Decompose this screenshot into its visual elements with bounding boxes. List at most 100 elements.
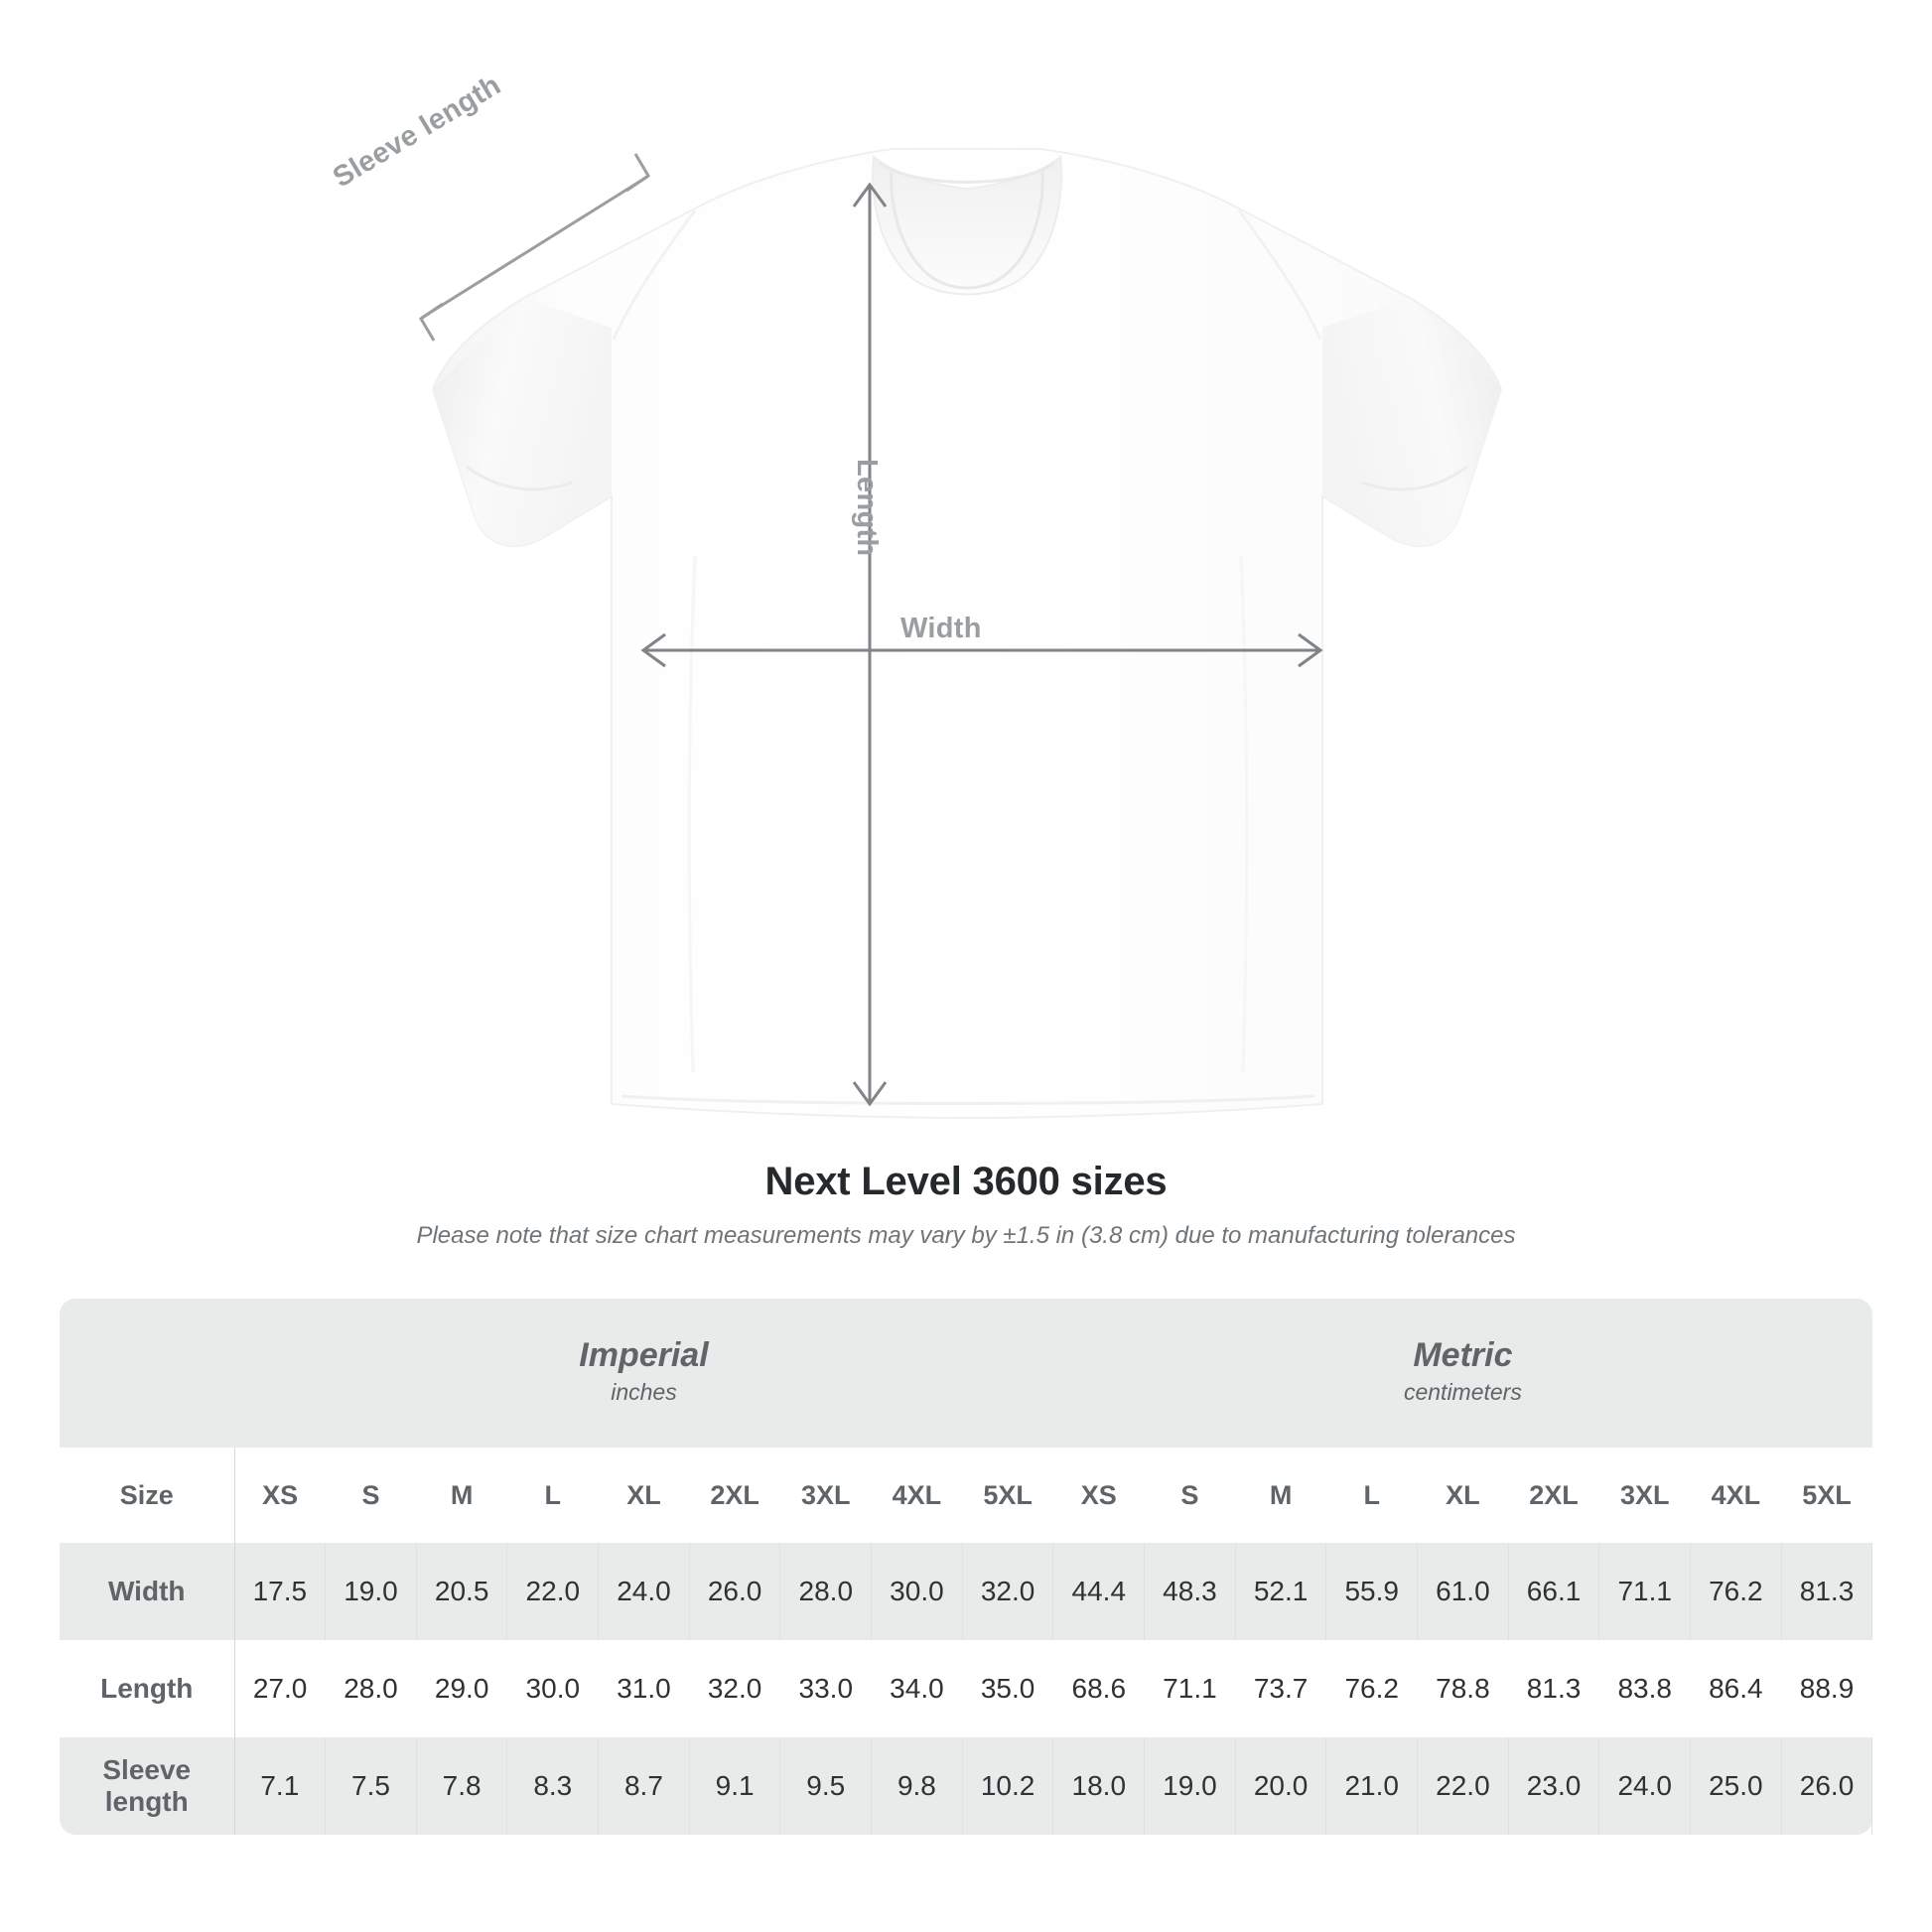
cell-width-metric-4: 61.0 <box>1417 1543 1509 1640</box>
cell-length-imperial-8: 35.0 <box>962 1640 1053 1737</box>
cell-width-imperial-7: 30.0 <box>871 1543 963 1640</box>
cell-width-metric-8: 81.3 <box>1781 1543 1873 1640</box>
size-header-metric-6: 3XL <box>1598 1448 1691 1543</box>
cell-sleeve-imperial-5: 9.1 <box>689 1737 781 1835</box>
garment-illustration: Sleeve length Length Width <box>328 69 1503 1120</box>
size-header-imperial-2: M <box>416 1448 507 1543</box>
heading-block: Next Level 3600 sizes Please note that s… <box>0 1160 1932 1250</box>
cell-sleeve-metric-3: 21.0 <box>1325 1737 1419 1835</box>
cell-length-imperial-1: 28.0 <box>325 1640 417 1737</box>
size-header-metric-4: XL <box>1417 1448 1509 1543</box>
cell-width-imperial-3: 22.0 <box>506 1543 600 1640</box>
cell-sleeve-metric-1: 19.0 <box>1144 1737 1236 1835</box>
cell-length-metric-5: 81.3 <box>1508 1640 1599 1737</box>
cell-width-imperial-2: 20.5 <box>416 1543 508 1640</box>
cell-sleeve-imperial-8: 10.2 <box>962 1737 1054 1835</box>
unit-cell-metric: Metric centimeters <box>1052 1299 1872 1448</box>
tshirt-graphic <box>418 148 1503 1120</box>
table-row: Length 27.0 28.0 29.0 30.0 31.0 32.0 33.… <box>60 1640 1872 1737</box>
cell-sleeve-imperial-6: 9.5 <box>779 1737 873 1835</box>
cell-width-metric-1: 48.3 <box>1144 1543 1236 1640</box>
unit-corner-cell <box>60 1299 234 1448</box>
cell-length-imperial-4: 31.0 <box>598 1640 690 1737</box>
cell-width-metric-3: 55.9 <box>1325 1543 1419 1640</box>
cell-length-imperial-6: 33.0 <box>779 1640 872 1737</box>
size-header-imperial-5: 2XL <box>689 1448 780 1543</box>
width-measure-line <box>640 632 1323 668</box>
size-header-imperial-1: S <box>325 1448 417 1543</box>
cell-width-imperial-0: 17.5 <box>234 1543 327 1640</box>
size-header-imperial-3: L <box>506 1448 599 1543</box>
cell-sleeve-metric-6: 24.0 <box>1598 1737 1692 1835</box>
cell-width-imperial-8: 32.0 <box>962 1543 1054 1640</box>
cell-width-imperial-6: 28.0 <box>779 1543 873 1640</box>
cell-length-imperial-5: 32.0 <box>689 1640 780 1737</box>
size-header-imperial-4: XL <box>598 1448 690 1543</box>
size-header-imperial-7: 4XL <box>871 1448 963 1543</box>
cell-width-imperial-1: 19.0 <box>325 1543 417 1640</box>
unit-name-imperial: Imperial <box>579 1336 709 1375</box>
size-header-label: Size <box>60 1448 235 1543</box>
size-header-imperial-8: 5XL <box>962 1448 1053 1543</box>
cell-width-metric-6: 71.1 <box>1598 1543 1692 1640</box>
table-row: Width 17.5 19.0 20.5 22.0 24.0 26.0 28.0… <box>60 1543 1873 1640</box>
cell-sleeve-imperial-3: 8.3 <box>506 1737 600 1835</box>
cell-width-metric-2: 52.1 <box>1235 1543 1327 1640</box>
cell-sleeve-imperial-1: 7.5 <box>325 1737 417 1835</box>
size-header-metric-0: XS <box>1052 1448 1145 1543</box>
size-header-row: Size XS S M L XL 2XL 3XL 4XL 5XL XS S M … <box>60 1448 1872 1543</box>
size-header-metric-1: S <box>1144 1448 1236 1543</box>
size-header-metric-5: 2XL <box>1508 1448 1599 1543</box>
table-row: Sleeve length 7.1 7.5 7.8 8.3 8.7 9.1 9.… <box>60 1737 1873 1835</box>
size-header-metric-7: 4XL <box>1690 1448 1782 1543</box>
unit-name-metric: Metric <box>1413 1336 1513 1375</box>
cell-sleeve-metric-8: 26.0 <box>1781 1737 1873 1835</box>
cell-width-imperial-4: 24.0 <box>598 1543 690 1640</box>
size-header-metric-2: M <box>1235 1448 1326 1543</box>
tolerance-note: Please note that size chart measurements… <box>416 1222 1516 1249</box>
size-header-imperial-0: XS <box>234 1448 326 1543</box>
size-header-metric-3: L <box>1325 1448 1418 1543</box>
cell-width-metric-0: 44.4 <box>1052 1543 1146 1640</box>
cell-sleeve-imperial-4: 8.7 <box>598 1737 690 1835</box>
row-label-sleeve-length: Sleeve length <box>60 1737 235 1835</box>
cell-length-metric-4: 78.8 <box>1417 1640 1509 1737</box>
sleeve-length-measure-line <box>418 153 651 342</box>
cell-sleeve-metric-0: 18.0 <box>1052 1737 1146 1835</box>
cell-width-metric-7: 76.2 <box>1690 1543 1782 1640</box>
cell-length-imperial-2: 29.0 <box>416 1640 507 1737</box>
cell-length-metric-7: 86.4 <box>1690 1640 1782 1737</box>
cell-sleeve-metric-7: 25.0 <box>1690 1737 1782 1835</box>
cell-sleeve-metric-2: 20.0 <box>1235 1737 1327 1835</box>
cell-length-metric-3: 76.2 <box>1325 1640 1418 1737</box>
cell-length-imperial-0: 27.0 <box>234 1640 326 1737</box>
size-table: Imperial inches Metric centimeters Size … <box>60 1299 1873 1835</box>
unit-header-row: Imperial inches Metric centimeters <box>60 1299 1872 1448</box>
cell-width-metric-5: 66.1 <box>1508 1543 1600 1640</box>
cell-length-metric-1: 71.1 <box>1144 1640 1236 1737</box>
cell-length-metric-6: 83.8 <box>1598 1640 1691 1737</box>
cell-length-metric-2: 73.7 <box>1235 1640 1326 1737</box>
size-header-imperial-6: 3XL <box>779 1448 872 1543</box>
row-label-length: Length <box>60 1640 235 1737</box>
cell-sleeve-metric-5: 23.0 <box>1508 1737 1600 1835</box>
length-annotation: Length <box>851 459 883 557</box>
unit-sub-metric: centimeters <box>1403 1379 1522 1406</box>
cell-length-imperial-7: 34.0 <box>871 1640 963 1737</box>
cell-length-metric-0: 68.6 <box>1052 1640 1145 1737</box>
cell-sleeve-metric-4: 22.0 <box>1417 1737 1509 1835</box>
unit-cell-imperial: Imperial inches <box>234 1299 1053 1448</box>
cell-sleeve-imperial-7: 9.8 <box>871 1737 963 1835</box>
cell-length-metric-8: 88.9 <box>1781 1640 1872 1737</box>
cell-sleeve-imperial-2: 7.8 <box>416 1737 508 1835</box>
unit-sub-imperial: inches <box>611 1379 677 1406</box>
size-header-metric-8: 5XL <box>1781 1448 1872 1543</box>
cell-length-imperial-3: 30.0 <box>506 1640 599 1737</box>
cell-width-imperial-5: 26.0 <box>689 1543 781 1640</box>
width-annotation: Width <box>900 613 982 644</box>
cell-sleeve-imperial-0: 7.1 <box>234 1737 327 1835</box>
row-label-width: Width <box>60 1543 235 1640</box>
page-title: Next Level 3600 sizes <box>764 1160 1168 1203</box>
length-measure-line <box>852 182 888 1107</box>
